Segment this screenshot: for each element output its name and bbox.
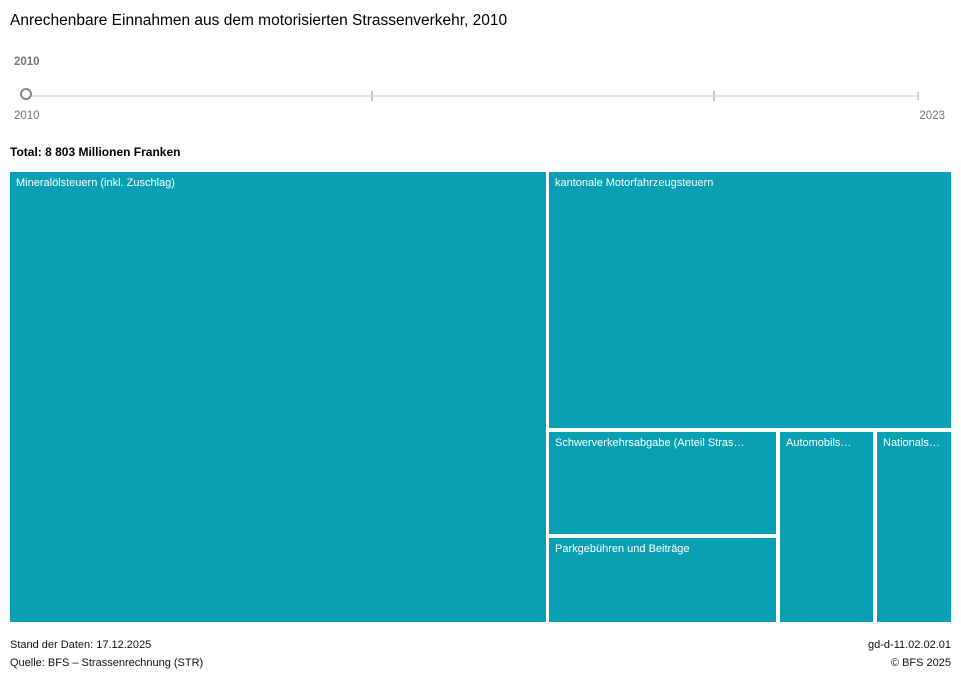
year-slider-handle[interactable] xyxy=(19,87,32,100)
treemap-tile-label: kantonale Motorfahrzeugsteuern xyxy=(555,177,714,189)
slider-min-year-label: 2010 xyxy=(14,110,40,122)
reference-id-label: gd-d-11.02.02.01 xyxy=(868,639,951,651)
footer-left: Stand der Daten: 17.12.2025 Quelle: BFS … xyxy=(10,636,203,672)
footer-right: gd-d-11.02.02.01 © BFS 2025 xyxy=(868,636,951,672)
treemap-tile-automobilsteuer[interactable]: Automobils… xyxy=(780,432,873,622)
data-status-label: Stand der Daten: 17.12.2025 xyxy=(10,639,152,651)
treemap-tile-label: Parkgebühren und Beiträge xyxy=(555,543,690,555)
treemap-tile-nationalstrassen[interactable]: Nationals… xyxy=(877,432,951,622)
copyright-label: © BFS 2025 xyxy=(890,657,951,669)
treemap-tile-label: Mineralölsteuern (inkl. Zuschlag) xyxy=(16,177,175,189)
page-title: Anrechenbare Einnahmen aus dem motorisie… xyxy=(10,12,508,29)
slider-track-endcap xyxy=(917,92,919,100)
treemap-tile-mineraloelsteuern[interactable]: Mineralölsteuern (inkl. Zuschlag) xyxy=(10,172,546,622)
slider-selected-year-label: 2010 xyxy=(14,56,40,68)
treemap-tile-label: Nationals… xyxy=(883,437,940,449)
year-slider-track[interactable] xyxy=(19,87,919,101)
treemap-tile-schwerverkehrsabgabe[interactable]: Schwerverkehrsabgabe (Anteil Stras… xyxy=(549,432,776,534)
treemap-tile-parkgebuehren[interactable]: Parkgebühren und Beiträge xyxy=(549,538,776,622)
treemap: Mineralölsteuern (inkl. Zuschlag) kantona… xyxy=(10,172,951,622)
total-value-label: Total: 8 803 Millionen Franken xyxy=(10,145,181,159)
source-label: Quelle: BFS – Strassenrechnung (STR) xyxy=(10,657,204,669)
treemap-tile-label: Automobils… xyxy=(786,437,852,449)
slider-tick-2015 xyxy=(370,91,373,101)
treemap-tile-label: Schwerverkehrsabgabe (Anteil Stras… xyxy=(555,437,745,449)
treemap-tile-motorfahrzeugsteuern[interactable]: kantonale Motorfahrzeugsteuern xyxy=(549,172,951,428)
slider-max-year-label: 2023 xyxy=(919,110,945,122)
slider-tick-2020 xyxy=(713,91,716,101)
